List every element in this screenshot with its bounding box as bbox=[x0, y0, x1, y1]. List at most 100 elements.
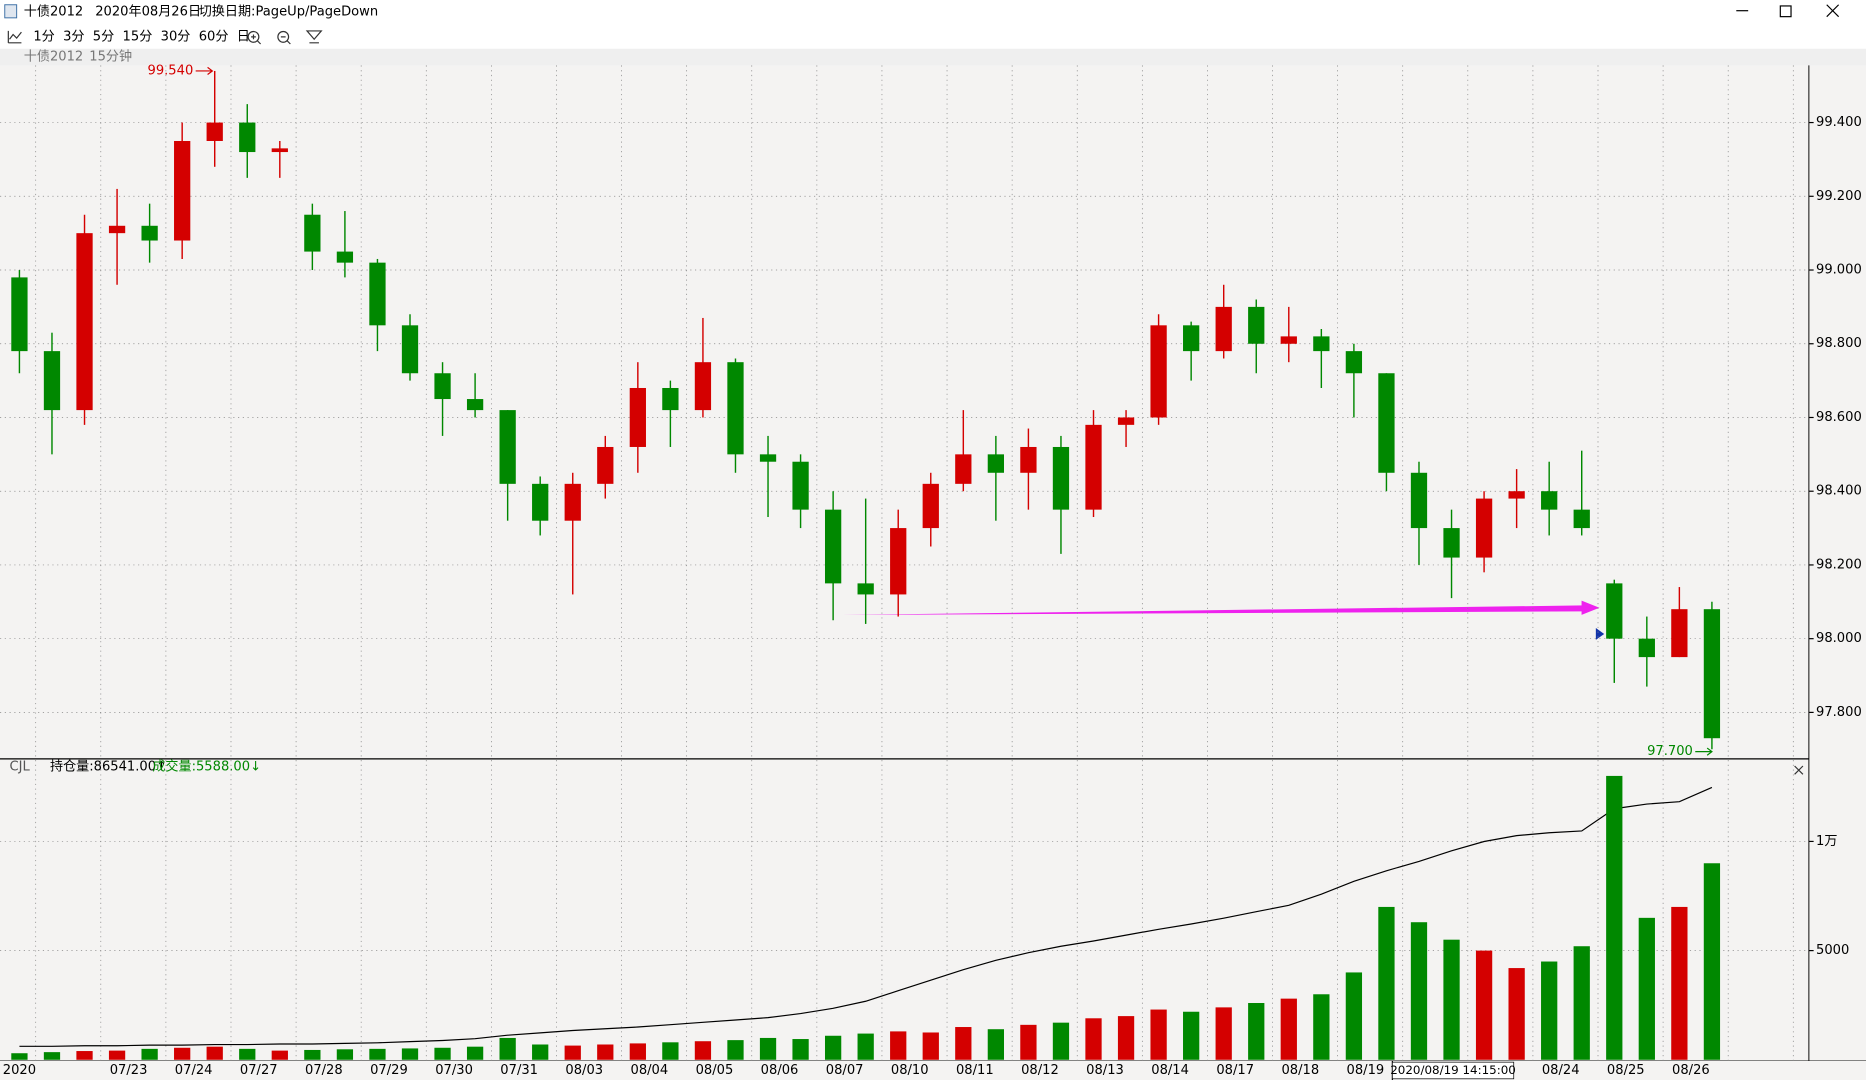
settings-button[interactable] bbox=[305, 30, 323, 44]
candle-body bbox=[1248, 306, 1265, 344]
volume-bar bbox=[1280, 998, 1297, 1060]
x-tick-label: 08/12 bbox=[1021, 1063, 1059, 1078]
candle-body bbox=[239, 122, 256, 153]
candle-body bbox=[43, 351, 61, 411]
volume-bar bbox=[727, 1040, 744, 1060]
candle-body bbox=[1313, 336, 1330, 352]
period-button[interactable]: 1分 bbox=[33, 28, 54, 44]
min-pointer bbox=[1695, 747, 1713, 756]
volume-bar bbox=[206, 1046, 223, 1060]
candle-body bbox=[434, 373, 451, 400]
candle-body bbox=[174, 140, 191, 241]
candle-body bbox=[1475, 498, 1493, 558]
candle-body bbox=[1703, 609, 1721, 739]
candle-body bbox=[401, 325, 419, 374]
period-button[interactable]: 30分 bbox=[161, 28, 191, 44]
zoom-in-icon bbox=[251, 34, 262, 45]
close-indicator-button[interactable] bbox=[1794, 765, 1804, 775]
volume-bar bbox=[792, 1039, 809, 1060]
window-date: 2020年08月26日 bbox=[95, 3, 201, 19]
candle-body bbox=[987, 454, 1005, 473]
candle-body bbox=[694, 362, 712, 411]
x-tick-label: 07/29 bbox=[370, 1063, 408, 1078]
candle-body bbox=[1541, 491, 1558, 510]
volume-bar bbox=[43, 1052, 61, 1060]
candle-body bbox=[1117, 417, 1135, 425]
volume-bar bbox=[1183, 1011, 1200, 1060]
window-hint: 切换日期:PageUp/PageDown bbox=[199, 3, 378, 19]
legend-volume: 成交量:5588.00↓ bbox=[152, 758, 261, 775]
volume-bar bbox=[1443, 939, 1460, 1060]
volume-bar bbox=[499, 1037, 516, 1060]
volume-bar bbox=[629, 1043, 646, 1060]
x-tick-label: 08/24 bbox=[1542, 1063, 1580, 1078]
chart-type-button[interactable] bbox=[7, 30, 22, 44]
min-label: 97.700 bbox=[1647, 744, 1693, 759]
x-tick-label: 08/13 bbox=[1086, 1063, 1124, 1078]
x-tick-label: 08/10 bbox=[891, 1063, 929, 1078]
candle-body bbox=[955, 454, 972, 484]
period-button[interactable]: 60分 bbox=[199, 28, 229, 44]
volume-bar bbox=[1313, 994, 1330, 1060]
volume-bar bbox=[11, 1053, 28, 1060]
volume-bar bbox=[1345, 972, 1363, 1060]
candle-body bbox=[662, 387, 679, 411]
x-tick-label: 08/19 bbox=[1347, 1063, 1385, 1078]
period-button[interactable]: 5分 bbox=[93, 28, 114, 44]
max-pointer bbox=[195, 66, 214, 75]
volume-bar bbox=[694, 1041, 712, 1060]
y-tick-label: 98.400 bbox=[1816, 484, 1862, 499]
close-button[interactable] bbox=[1826, 4, 1840, 18]
y-tick-label: 99.000 bbox=[1816, 263, 1862, 278]
x-tick-label: 07/28 bbox=[305, 1063, 343, 1078]
title-bar bbox=[0, 0, 1866, 24]
x-tick-label: 07/24 bbox=[175, 1063, 213, 1078]
volume-bar bbox=[108, 1050, 126, 1060]
period-button[interactable]: 日 bbox=[237, 29, 250, 44]
volume-bar bbox=[955, 1027, 972, 1060]
volume-bar bbox=[239, 1048, 256, 1060]
candle-body bbox=[304, 214, 321, 252]
restore-button[interactable] bbox=[1779, 5, 1792, 18]
volume-bar bbox=[1671, 906, 1688, 1060]
x-tick-label: 08/26 bbox=[1672, 1063, 1710, 1078]
volume-bar bbox=[1052, 1022, 1070, 1060]
volume-bar bbox=[1020, 1024, 1037, 1060]
candle-body bbox=[1638, 638, 1655, 658]
candle-body bbox=[336, 251, 354, 263]
x-tick-label: 08/03 bbox=[565, 1063, 603, 1078]
x-tick-label: 08/04 bbox=[630, 1063, 668, 1078]
open-interest-line bbox=[19, 786, 1713, 1047]
x-tick-label: 08/06 bbox=[761, 1063, 799, 1078]
candle-body bbox=[1410, 472, 1428, 529]
sub-header bbox=[0, 48, 1866, 66]
candle-body bbox=[922, 483, 939, 529]
y-tick-label: 97.800 bbox=[1816, 705, 1862, 720]
candle-body bbox=[759, 454, 777, 462]
volume-bar bbox=[824, 1035, 842, 1060]
volume-bar bbox=[141, 1048, 158, 1060]
y-tick-label: 5000 bbox=[1816, 943, 1849, 958]
period-button[interactable]: 15分 bbox=[123, 28, 153, 44]
candle-body bbox=[499, 410, 516, 484]
volume-bar bbox=[1117, 1016, 1135, 1060]
candle-body bbox=[1183, 325, 1200, 352]
volume-bar bbox=[1150, 1009, 1167, 1060]
max-label: 99.540 bbox=[148, 63, 194, 78]
indicator-title: CJL bbox=[10, 760, 31, 775]
x-tick-label: 07/27 bbox=[240, 1063, 278, 1078]
crosshair-box bbox=[1392, 1061, 1515, 1080]
candle-body bbox=[76, 233, 93, 411]
volume-bar bbox=[564, 1045, 581, 1060]
volume-bar bbox=[466, 1046, 484, 1060]
y-tick-label: 99.200 bbox=[1816, 189, 1862, 204]
period-button[interactable]: 3分 bbox=[63, 28, 84, 44]
candle-body bbox=[564, 483, 581, 521]
x-tick-label: 2020 bbox=[3, 1063, 36, 1078]
volume-bar bbox=[1378, 906, 1395, 1060]
zoom-out-button[interactable] bbox=[277, 30, 290, 43]
volume-bar bbox=[1410, 922, 1428, 1060]
candle-body bbox=[1378, 373, 1395, 473]
zoom-in-button[interactable] bbox=[247, 30, 260, 43]
